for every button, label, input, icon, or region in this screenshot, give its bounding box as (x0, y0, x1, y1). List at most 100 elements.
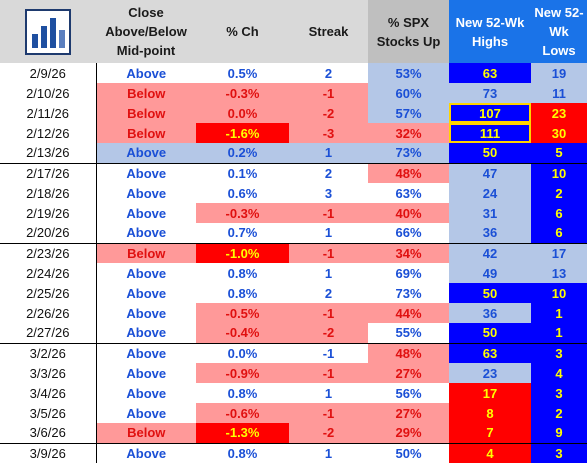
table-body: 2/9/26 Above 0.5% 2 53% 63 19 2/10/26 Below -0.3%… (0, 63, 587, 463)
row-pct-change: -0.6% (196, 403, 289, 423)
row-new-lows: 13 (531, 263, 587, 283)
row-new-highs: 7 (449, 423, 531, 444)
row-date: 2/19/26 (0, 203, 97, 223)
row-new-highs: 8 (449, 403, 531, 423)
row-close: Above (96, 63, 196, 83)
row-streak: -2 (289, 323, 368, 344)
row-new-lows: 3 (531, 343, 587, 363)
row-new-highs: 17 (449, 383, 531, 403)
row-spx-up: 27% (368, 403, 449, 423)
row-date: 2/20/26 (0, 223, 97, 244)
row-date: 2/17/26 (0, 163, 97, 183)
row-new-highs: 73 (449, 83, 531, 103)
row-spx-up: 60% (368, 83, 449, 103)
table-row: 2/11/26 Below 0.0% -2 57% 107 23 (0, 103, 587, 123)
table-row: 2/27/26 Above -0.4% -2 55% 50 1 (0, 323, 587, 344)
row-pct-change: 0.0% (196, 343, 289, 363)
row-date: 2/10/26 (0, 83, 97, 103)
row-close: Above (96, 363, 196, 383)
row-new-lows: 6 (531, 223, 587, 244)
row-streak: -1 (289, 363, 368, 383)
row-new-highs: 50 (449, 283, 531, 303)
row-new-lows: 11 (531, 83, 587, 103)
row-close: Above (96, 143, 196, 164)
row-streak: 3 (289, 183, 368, 203)
table-row: 2/10/26 Below -0.3% -1 60% 73 11 (0, 83, 587, 103)
row-date: 2/12/26 (0, 123, 97, 143)
header-streak[interactable]: Streak (289, 0, 368, 63)
row-pct-change: 0.6% (196, 183, 289, 203)
table-row: 2/26/26 Above -0.5% -1 44% 36 1 (0, 303, 587, 323)
row-streak: 1 (289, 143, 368, 164)
row-new-lows: 1 (531, 303, 587, 323)
row-streak: -1 (289, 203, 368, 223)
row-new-lows: 3 (531, 383, 587, 403)
row-date: 3/4/26 (0, 383, 97, 403)
row-pct-change: -0.9% (196, 363, 289, 383)
row-date: 2/9/26 (0, 63, 97, 83)
row-spx-up: 32% (368, 123, 449, 143)
table-row: 3/3/26 Above -0.9% -1 27% 23 4 (0, 363, 587, 383)
header-spx-up[interactable]: % SPX Stocks Up (368, 0, 449, 63)
row-spx-up: 40% (368, 203, 449, 223)
row-spx-up: 55% (368, 323, 449, 344)
row-pct-change: 0.5% (196, 63, 289, 83)
row-pct-change: -0.3% (196, 203, 289, 223)
header-pct-change[interactable]: % Ch (196, 0, 289, 63)
header-new-lows[interactable]: New 52-Wk Lows (531, 0, 587, 63)
row-streak: 1 (289, 383, 368, 403)
header-close[interactable]: Close Above/Below Mid-point (96, 0, 196, 63)
table-row: 2/19/26 Above -0.3% -1 40% 31 6 (0, 203, 587, 223)
table-row: 3/5/26 Above -0.6% -1 27% 8 2 (0, 403, 587, 423)
row-pct-change: 0.1% (196, 163, 289, 183)
row-new-lows: 4 (531, 363, 587, 383)
row-new-lows: 6 (531, 203, 587, 223)
row-new-lows: 10 (531, 163, 587, 183)
logo-cell (0, 0, 96, 63)
row-new-highs: 31 (449, 203, 531, 223)
row-close: Below (96, 243, 196, 263)
table-row: 2/13/26 Above 0.2% 1 73% 50 5 (0, 143, 587, 164)
row-spx-up: 73% (368, 283, 449, 303)
row-streak: -1 (289, 243, 368, 263)
row-spx-up: 27% (368, 363, 449, 383)
row-spx-up: 63% (368, 183, 449, 203)
header-new-highs[interactable]: New 52-Wk Highs (449, 0, 531, 63)
row-new-lows: 17 (531, 243, 587, 263)
row-new-highs: 47 (449, 163, 531, 183)
bar-chart-logo-icon (25, 8, 71, 55)
row-spx-up: 48% (368, 343, 449, 363)
row-spx-up: 29% (368, 423, 449, 444)
table-row: 2/24/26 Above 0.8% 1 69% 49 13 (0, 263, 587, 283)
row-new-highs: 42 (449, 243, 531, 263)
row-new-lows: 2 (531, 403, 587, 423)
row-date: 2/27/26 (0, 323, 97, 344)
row-new-lows: 1 (531, 323, 587, 344)
row-streak: -2 (289, 103, 368, 123)
table-row: 2/20/26 Above 0.7% 1 66% 36 6 (0, 223, 587, 244)
row-pct-change: -1.6% (196, 123, 289, 143)
row-pct-change: 0.8% (196, 383, 289, 403)
row-date: 2/25/26 (0, 283, 97, 303)
table-row: 3/6/26 Below -1.3% -2 29% 7 9 (0, 423, 587, 444)
row-streak: -1 (289, 403, 368, 423)
row-new-highs: 24 (449, 183, 531, 203)
row-date: 3/6/26 (0, 423, 97, 444)
row-spx-up: 53% (368, 63, 449, 83)
row-new-highs: 49 (449, 263, 531, 283)
table-row: 2/18/26 Above 0.6% 3 63% 24 2 (0, 183, 587, 203)
row-date: 3/9/26 (0, 443, 97, 463)
row-pct-change: -1.3% (196, 423, 289, 444)
row-close: Above (96, 343, 196, 363)
row-close: Above (96, 163, 196, 183)
row-new-highs: 63 (449, 63, 531, 83)
row-new-lows: 3 (531, 443, 587, 463)
row-spx-up: 34% (368, 243, 449, 263)
row-close: Below (96, 83, 196, 103)
row-streak: -1 (289, 343, 368, 363)
row-pct-change: 0.7% (196, 223, 289, 244)
row-streak: -2 (289, 423, 368, 444)
row-pct-change: -0.4% (196, 323, 289, 344)
row-new-highs: 107 (449, 103, 531, 123)
row-spx-up: 66% (368, 223, 449, 244)
